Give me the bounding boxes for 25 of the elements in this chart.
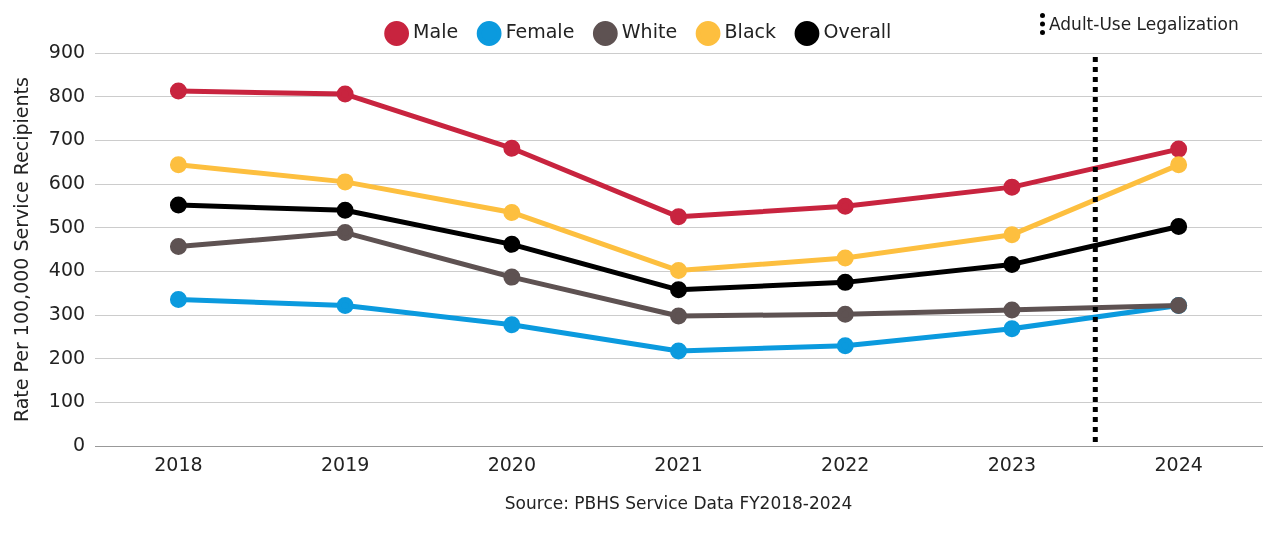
- y-axis-title: Rate Per 100,000 Service Recipients: [10, 77, 33, 423]
- y-tick-label: 100: [48, 389, 86, 412]
- y-tick-label: 300: [48, 302, 86, 325]
- source-note: Source: PBHS Service Data FY2018-2024: [504, 493, 853, 514]
- y-tick-label: 0: [72, 433, 86, 456]
- x-tick-label: 2024: [1154, 452, 1203, 475]
- legend-label: White: [621, 20, 678, 43]
- y-tick-label: 500: [48, 214, 86, 237]
- legend-label: Female: [505, 20, 575, 43]
- x-tick-label: 2019: [320, 452, 370, 475]
- y-tick-label: 800: [48, 83, 86, 106]
- legend-label: Overall: [823, 20, 892, 43]
- y-tick-label: 900: [48, 39, 86, 62]
- legend-label: Adult-Use Legalization: [1049, 14, 1239, 34]
- x-tick-label: 2020: [487, 452, 537, 475]
- y-tick-label: 200: [48, 345, 86, 368]
- x-tick-label: 2023: [987, 452, 1037, 475]
- legend-label: Male: [413, 20, 459, 43]
- x-tick-label: 2018: [154, 452, 203, 475]
- y-tick-label: 400: [48, 258, 86, 281]
- x-tick-label: 2022: [821, 452, 870, 475]
- legend-label: Black: [724, 20, 776, 43]
- y-tick-label: 700: [48, 127, 86, 150]
- x-tick-label: 2021: [654, 452, 703, 475]
- y-tick-label: 600: [48, 171, 86, 193]
